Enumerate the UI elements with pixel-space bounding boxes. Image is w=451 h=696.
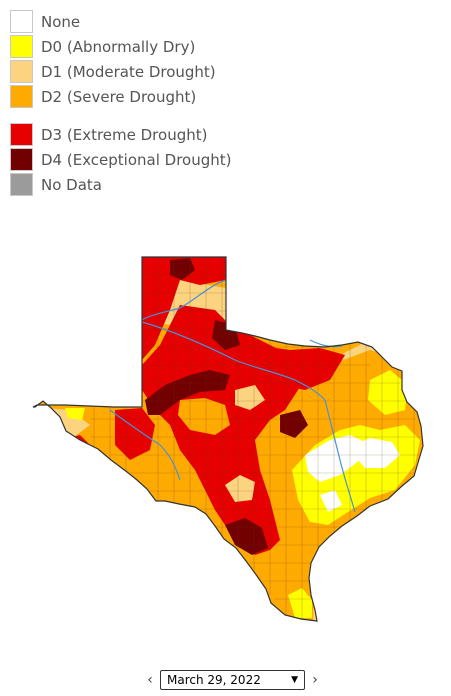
d4-west-central-band: [145, 370, 230, 415]
d3-north-central-region: [255, 345, 345, 390]
chevron-right-icon[interactable]: ›: [312, 672, 318, 688]
river-canadian: [141, 279, 227, 321]
river-brazos-lower: [324, 399, 356, 513]
legend-item-none: None: [10, 10, 232, 33]
date-navigation: ‹ March 29, 2022 ▼ ›: [140, 668, 340, 692]
d0-far-west-region: [65, 408, 85, 420]
legend-label-d3: D3 (Extreme Drought): [41, 125, 208, 144]
chevron-left-icon[interactable]: ‹: [147, 672, 153, 688]
none-east-region-1: [305, 435, 365, 482]
d0-northeast-region: [368, 370, 408, 415]
drought-legend: None D0 (Abnormally Dry) D1 (Moderate Dr…: [10, 10, 232, 198]
d1-interior-patch-2: [235, 385, 265, 410]
drought-fill-layers: [33, 257, 423, 621]
legend-label-no-data: No Data: [41, 175, 102, 194]
river-pecos: [109, 409, 181, 481]
selected-date: March 29, 2022: [167, 673, 261, 687]
legend-swatch-no-data: [10, 173, 33, 196]
texas-drought-map: [30, 250, 440, 625]
legend-label-d0: D0 (Abnormally Dry): [41, 37, 196, 56]
date-select-dropdown[interactable]: March 29, 2022 ▼: [160, 670, 305, 690]
legend-item-d1: D1 (Moderate Drought): [10, 60, 232, 83]
legend-swatch-d2: [10, 85, 33, 108]
legend-label-d2: D2 (Severe Drought): [41, 87, 197, 106]
d3-panhandle-west: [142, 257, 180, 360]
river-red-east: [309, 339, 343, 348]
d3-central-west-region: [142, 305, 305, 555]
rivers: [109, 279, 356, 513]
legend-label-d4: D4 (Exceptional Drought): [41, 150, 232, 169]
none-east-region-3: [320, 490, 342, 512]
d4-south-texas: [225, 518, 268, 555]
texas-map-svg: [32, 256, 424, 622]
d4-central-texas: [280, 410, 308, 438]
legend-item-no-data: No Data: [10, 173, 232, 196]
chevron-down-icon: ▼: [291, 675, 298, 685]
legend-label-none: None: [41, 12, 81, 31]
legend-item-d4: D4 (Exceptional Drought): [10, 148, 232, 171]
d2-interior-patch-1: [178, 398, 230, 435]
texas-outline: [32, 256, 424, 622]
legend-swatch-none: [10, 10, 33, 33]
legend-item-d0: D0 (Abnormally Dry): [10, 35, 232, 58]
d0-south-coast-region: [288, 588, 312, 618]
river-red-brazos: [141, 321, 326, 401]
legend-swatch-d4: [10, 148, 33, 171]
legend-swatch-d1: [10, 60, 33, 83]
legend-item-d2: D2 (Severe Drought): [10, 85, 232, 108]
legend-label-d1: D1 (Moderate Drought): [41, 62, 216, 81]
none-east-region-2: [348, 438, 400, 468]
d1-interior-patch: [225, 475, 255, 502]
legend-swatch-d0: [10, 35, 33, 58]
d4-panhandle-north: [170, 258, 195, 280]
legend-swatch-d3: [10, 123, 33, 146]
legend-item-d3: D3 (Extreme Drought): [10, 123, 232, 146]
